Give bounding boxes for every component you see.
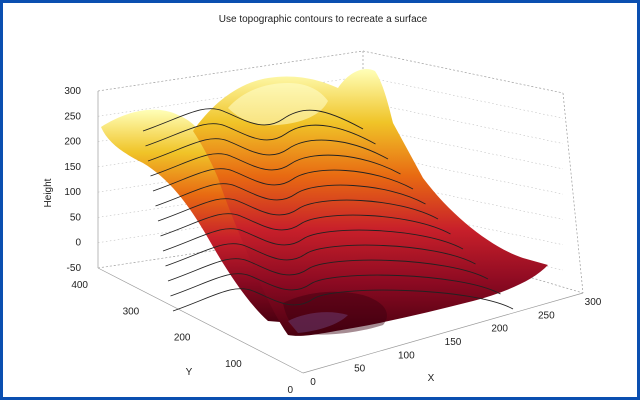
tick-labels: -50 0 50 100 150 200 250 300 0 100 200 300 400 0 50 100… <box>64 86 601 396</box>
x-tick-label: 50 <box>354 364 366 375</box>
z-tick-label: 200 <box>64 137 81 148</box>
contour-line <box>170 273 501 297</box>
x-tick-label: 100 <box>398 350 415 361</box>
z-axis-label: Height <box>43 178 54 207</box>
z-tick-label: 300 <box>64 86 81 97</box>
z-tick-label: 50 <box>70 212 82 223</box>
y-tick-label: 200 <box>174 333 191 344</box>
contour-line <box>162 228 464 252</box>
x-tick-label: 200 <box>491 324 508 335</box>
chart-title: Use topographic contours to recreate a s… <box>218 14 428 25</box>
z-tick-label: -50 <box>67 263 82 274</box>
z-grid-line <box>97 177 364 218</box>
z-grid-line <box>97 202 364 243</box>
contour-lines <box>142 108 514 312</box>
contour-line <box>155 183 426 207</box>
x-axis-line <box>302 292 584 374</box>
contour-line <box>167 258 489 282</box>
z-tick-label: 250 <box>64 111 81 122</box>
x-tick-label: 150 <box>445 337 462 348</box>
z-tick-label: 150 <box>64 162 81 173</box>
contour-line <box>160 213 451 237</box>
z-grid-line <box>362 76 564 119</box>
contour-line <box>142 108 364 132</box>
surface-ridge-left <box>101 109 293 323</box>
y-tick-label: 100 <box>225 359 242 370</box>
z-grid-line <box>97 76 364 117</box>
surface-highlight <box>228 83 328 126</box>
surface-low-purple <box>288 312 348 333</box>
x-axis-label: X <box>428 373 435 384</box>
z-grid-line <box>97 50 364 92</box>
z-tick-label: 0 <box>75 238 81 249</box>
y-tick-label: 300 <box>123 306 140 317</box>
contour-line <box>157 198 439 222</box>
contour-line <box>152 168 414 192</box>
z-tick-label: 100 <box>64 187 81 198</box>
contour-line <box>165 243 476 267</box>
x-tick-label: 300 <box>585 297 602 308</box>
y-tick-label: 0 <box>287 385 293 396</box>
y-axis-label: Y <box>186 367 193 378</box>
contour-line <box>147 138 389 162</box>
contour-line <box>150 153 401 177</box>
contour-line <box>145 123 376 147</box>
y-tick-label: 400 <box>71 280 88 291</box>
x-tick-label: 0 <box>310 377 316 388</box>
surface-plot: -50 0 50 100 150 200 250 300 0 100 200 300 400 0 50 100… <box>43 50 602 396</box>
y-axis-line <box>97 267 304 374</box>
contour-line <box>172 288 514 312</box>
z-grid-line <box>97 227 364 269</box>
x-tick-label: 250 <box>538 310 555 321</box>
z-grid-line <box>97 151 364 193</box>
